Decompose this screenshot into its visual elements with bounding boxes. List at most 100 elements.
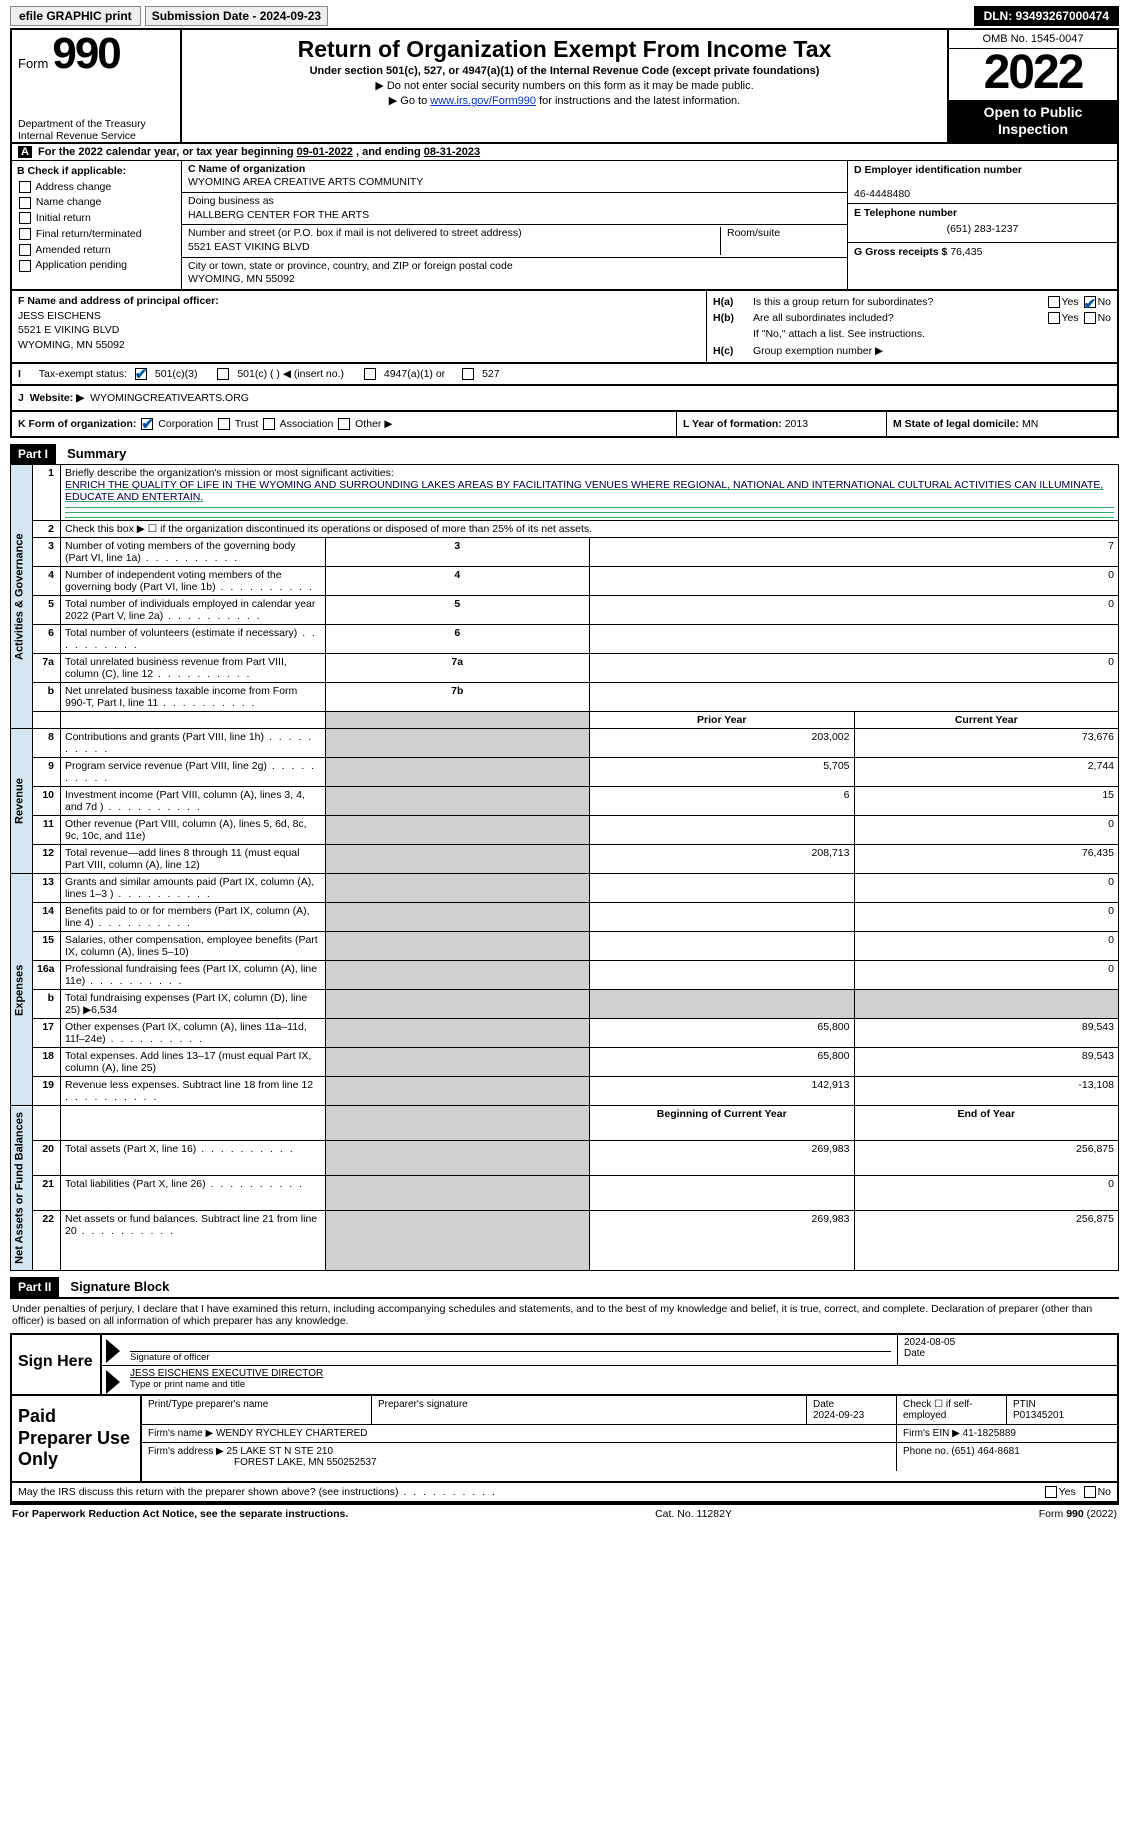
hdr-prior-year: Prior Year <box>590 712 855 729</box>
section-b-checkboxes: B Check if applicable: Address change Na… <box>12 161 182 289</box>
line-19-py: 142,913 <box>590 1077 855 1106</box>
tax-exempt-status-row: I Tax-exempt status: 501(c)(3) 501(c) ( … <box>10 364 1119 386</box>
line-6-desc: Total number of volunteers (estimate if … <box>61 625 326 654</box>
line-4-val: 0 <box>590 567 1119 596</box>
firm-name: Firm's name ▶ WENDY RYCHLEY CHARTERED <box>142 1425 897 1442</box>
org-name-cell: C Name of organization WYOMING AREA CREA… <box>182 161 847 193</box>
line-13-desc: Grants and similar amounts paid (Part IX… <box>61 874 326 903</box>
line-11-desc: Other revenue (Part VIII, column (A), li… <box>61 816 326 845</box>
signature-date: 2024-08-05 Date <box>897 1335 1117 1365</box>
line-21-py <box>590 1176 855 1211</box>
line-10-py: 6 <box>590 787 855 816</box>
line-17-py: 65,800 <box>590 1019 855 1048</box>
sign-here-label: Sign Here <box>12 1335 102 1394</box>
line-18-desc: Total expenses. Add lines 13–17 (must eq… <box>61 1048 326 1077</box>
chk-name-change[interactable]: Name change <box>17 195 176 211</box>
hdr-end-year: End of Year <box>854 1106 1119 1141</box>
website-row: J Website: ▶ WYOMINGCREATIVEARTS.ORG <box>12 386 1117 410</box>
line-16a-py <box>590 961 855 990</box>
line-18-py: 65,800 <box>590 1048 855 1077</box>
line-21-desc: Total liabilities (Part X, line 26) <box>61 1176 326 1211</box>
preparer-date: Date2024-09-23 <box>807 1396 897 1424</box>
chk-final-return[interactable]: Final return/terminated <box>17 227 176 243</box>
form-subtitle: Under section 501(c), 527, or 4947(a)(1)… <box>190 65 939 77</box>
arrow-icon <box>106 1339 120 1363</box>
line-7b-val <box>590 683 1119 712</box>
officer-name-title: JESS EISCHENS EXECUTIVE DIRECTOR Type or… <box>124 1366 1117 1394</box>
line-8-desc: Contributions and grants (Part VIII, lin… <box>61 729 326 758</box>
line-15-py <box>590 932 855 961</box>
line-7a-val: 0 <box>590 654 1119 683</box>
line-20-desc: Total assets (Part X, line 16) <box>61 1141 326 1176</box>
line-6-val <box>590 625 1119 654</box>
line-12-py: 208,713 <box>590 845 855 874</box>
line-9-desc: Program service revenue (Part VIII, line… <box>61 758 326 787</box>
telephone-cell: E Telephone number (651) 283-1237 <box>848 204 1117 243</box>
paperwork-notice: For Paperwork Reduction Act Notice, see … <box>12 1508 348 1520</box>
line-19-cy: -13,108 <box>854 1077 1119 1106</box>
dba-cell: Doing business as HALLBERG CENTER FOR TH… <box>182 193 847 225</box>
line-9-py: 5,705 <box>590 758 855 787</box>
part-i-tag: Part I <box>10 444 56 464</box>
line-11-py <box>590 816 855 845</box>
part-ii-title: Signature Block <box>62 1279 169 1294</box>
year-of-formation: L Year of formation: 2013 <box>677 412 887 436</box>
open-to-public: Open to Public Inspection <box>949 100 1117 142</box>
line-16b-cy <box>854 990 1119 1019</box>
submission-date: Submission Date - 2024-09-23 <box>145 6 328 26</box>
line-22-desc: Net assets or fund balances. Subtract li… <box>61 1211 326 1271</box>
irs-link[interactable]: www.irs.gov/Form990 <box>430 95 536 107</box>
line-16b-py <box>590 990 855 1019</box>
line-11-cy: 0 <box>854 816 1119 845</box>
line-13-py <box>590 874 855 903</box>
line-4-desc: Number of independent voting members of … <box>61 567 326 596</box>
line-16b-desc: Total fundraising expenses (Part IX, col… <box>61 990 326 1019</box>
efile-print-button[interactable]: efile GRAPHIC print <box>10 6 141 26</box>
line-7b-desc: Net unrelated business taxable income fr… <box>61 683 326 712</box>
line-18-cy: 89,543 <box>854 1048 1119 1077</box>
line-20-cy: 256,875 <box>854 1141 1119 1176</box>
ssn-warning: ▶ Do not enter social security numbers o… <box>190 79 939 92</box>
h-c-exemption: H(c)Group exemption number ▶ <box>713 343 1111 359</box>
principal-officer: F Name and address of principal officer:… <box>12 291 707 362</box>
state-of-domicile: M State of legal domicile: MN <box>887 412 1117 436</box>
form-of-organization: K Form of organization: Corporation Trus… <box>12 412 677 436</box>
chk-amended-return[interactable]: Amended return <box>17 243 176 259</box>
dept-treasury: Department of the Treasury Internal Reve… <box>18 118 174 142</box>
side-revenue: Revenue <box>11 729 33 874</box>
line-12-cy: 76,435 <box>854 845 1119 874</box>
gross-receipts-cell: G Gross receipts $ 76,435 <box>848 243 1117 261</box>
chk-initial-return[interactable]: Initial return <box>17 211 176 227</box>
line-12-desc: Total revenue—add lines 8 through 11 (mu… <box>61 845 326 874</box>
line-13-cy: 0 <box>854 874 1119 903</box>
chk-application-pending[interactable]: Application pending <box>17 258 176 274</box>
line-22-py: 269,983 <box>590 1211 855 1271</box>
line-16a-desc: Professional fundraising fees (Part IX, … <box>61 961 326 990</box>
line-17-desc: Other expenses (Part IX, column (A), lin… <box>61 1019 326 1048</box>
side-expenses: Expenses <box>11 874 33 1106</box>
firm-address: Firm's address ▶ 25 LAKE ST N STE 210 FO… <box>142 1443 897 1471</box>
dln-label: DLN: 93493267000474 <box>974 6 1119 26</box>
firm-phone: Phone no. (651) 464-8681 <box>897 1443 1117 1471</box>
line-10-desc: Investment income (Part VIII, column (A)… <box>61 787 326 816</box>
line-17-cy: 89,543 <box>854 1019 1119 1048</box>
instructions-link-row: ▶ Go to www.irs.gov/Form990 for instruct… <box>190 94 939 107</box>
form-number: Form 990 <box>18 34 174 74</box>
chk-address-change[interactable]: Address change <box>17 180 176 196</box>
line-15-desc: Salaries, other compensation, employee b… <box>61 932 326 961</box>
line-9-cy: 2,744 <box>854 758 1119 787</box>
signature-of-officer: Signature of officer <box>124 1335 897 1365</box>
side-net-assets: Net Assets or Fund Balances <box>11 1106 33 1271</box>
catalog-number: Cat. No. 11282Y <box>655 1508 732 1520</box>
firm-ein: Firm's EIN ▶ 41-1825889 <box>897 1425 1117 1442</box>
line-14-cy: 0 <box>854 903 1119 932</box>
line-8-cy: 73,676 <box>854 729 1119 758</box>
line-3-val: 7 <box>590 538 1119 567</box>
may-irs-discuss: May the IRS discuss this return with the… <box>10 1483 1119 1503</box>
ein-cell: D Employer identification number 46-4448… <box>848 161 1117 204</box>
tax-year: 2022 <box>949 49 1117 100</box>
hdr-beginning-year: Beginning of Current Year <box>590 1106 855 1141</box>
line-19-desc: Revenue less expenses. Subtract line 18 … <box>61 1077 326 1106</box>
line-5-desc: Total number of individuals employed in … <box>61 596 326 625</box>
line-20-py: 269,983 <box>590 1141 855 1176</box>
